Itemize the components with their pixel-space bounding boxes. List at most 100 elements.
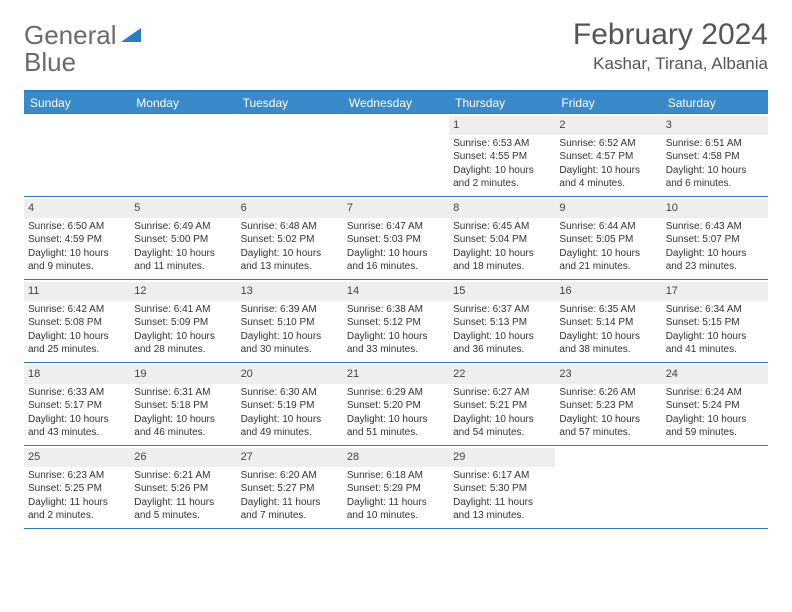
day-detail-line: Sunrise: 6:26 AM [559, 386, 657, 400]
day-detail-line: Sunrise: 6:48 AM [241, 220, 339, 234]
day-detail-line: Daylight: 10 hours [559, 164, 657, 178]
day-detail-line: Daylight: 10 hours [666, 330, 764, 344]
day-cell: 29Sunrise: 6:17 AMSunset: 5:30 PMDayligh… [449, 446, 555, 528]
day-detail-line: and 13 minutes. [241, 260, 339, 274]
date-number: 22 [449, 365, 555, 384]
week-row: 25Sunrise: 6:23 AMSunset: 5:25 PMDayligh… [24, 445, 768, 529]
day-detail-line: Sunrise: 6:20 AM [241, 469, 339, 483]
date-number: 10 [662, 199, 768, 218]
day-cell: 25Sunrise: 6:23 AMSunset: 5:25 PMDayligh… [24, 446, 130, 528]
day-detail-line: Sunrise: 6:29 AM [347, 386, 445, 400]
date-number: 26 [130, 448, 236, 467]
day-detail-line: Sunset: 5:23 PM [559, 399, 657, 413]
day-detail-line: Daylight: 10 hours [28, 247, 126, 261]
day-detail-line: Daylight: 10 hours [559, 413, 657, 427]
day-detail-line: and 23 minutes. [666, 260, 764, 274]
date-number: 9 [555, 199, 661, 218]
day-detail-line: Sunset: 4:59 PM [28, 233, 126, 247]
date-number: 18 [24, 365, 130, 384]
day-cell-empty [237, 114, 343, 196]
day-cell: 22Sunrise: 6:27 AMSunset: 5:21 PMDayligh… [449, 363, 555, 445]
title-block: February 2024 Kashar, Tirana, Albania [573, 18, 768, 74]
date-number: 11 [24, 282, 130, 301]
day-detail-line: Sunset: 5:29 PM [347, 482, 445, 496]
date-number: 4 [24, 199, 130, 218]
day-detail-line: Sunrise: 6:44 AM [559, 220, 657, 234]
day-detail-line: Sunrise: 6:51 AM [666, 137, 764, 151]
day-cell: 11Sunrise: 6:42 AMSunset: 5:08 PMDayligh… [24, 280, 130, 362]
day-detail-line: Sunset: 5:14 PM [559, 316, 657, 330]
day-cell: 28Sunrise: 6:18 AMSunset: 5:29 PMDayligh… [343, 446, 449, 528]
day-detail-line: Sunset: 5:15 PM [666, 316, 764, 330]
day-detail-line: Sunrise: 6:42 AM [28, 303, 126, 317]
day-detail-line: Sunrise: 6:38 AM [347, 303, 445, 317]
day-detail-line: and 10 minutes. [347, 509, 445, 523]
day-detail-line: and 13 minutes. [453, 509, 551, 523]
day-detail-line: and 11 minutes. [134, 260, 232, 274]
day-cell: 23Sunrise: 6:26 AMSunset: 5:23 PMDayligh… [555, 363, 661, 445]
day-detail-line: Sunset: 5:20 PM [347, 399, 445, 413]
day-cell: 17Sunrise: 6:34 AMSunset: 5:15 PMDayligh… [662, 280, 768, 362]
day-cell: 27Sunrise: 6:20 AMSunset: 5:27 PMDayligh… [237, 446, 343, 528]
day-detail-line: Daylight: 10 hours [559, 247, 657, 261]
day-detail-line: Sunrise: 6:21 AM [134, 469, 232, 483]
day-detail-line: Daylight: 10 hours [453, 330, 551, 344]
day-cell: 9Sunrise: 6:44 AMSunset: 5:05 PMDaylight… [555, 197, 661, 279]
day-detail-line: Sunset: 5:26 PM [134, 482, 232, 496]
date-number: 2 [555, 116, 661, 135]
day-cell: 5Sunrise: 6:49 AMSunset: 5:00 PMDaylight… [130, 197, 236, 279]
day-detail-line: Sunset: 4:57 PM [559, 150, 657, 164]
day-detail-line: Daylight: 10 hours [453, 247, 551, 261]
logo-triangle-icon [121, 26, 145, 44]
day-detail-line: Sunset: 5:12 PM [347, 316, 445, 330]
day-detail-line: Daylight: 11 hours [347, 496, 445, 510]
day-detail-line: Sunrise: 6:53 AM [453, 137, 551, 151]
day-detail-line: Sunset: 5:02 PM [241, 233, 339, 247]
day-detail-line: Daylight: 10 hours [666, 164, 764, 178]
day-detail-line: Sunrise: 6:41 AM [134, 303, 232, 317]
day-detail-line: and 2 minutes. [28, 509, 126, 523]
day-detail-line: Daylight: 10 hours [241, 330, 339, 344]
day-cell: 21Sunrise: 6:29 AMSunset: 5:20 PMDayligh… [343, 363, 449, 445]
day-cell: 20Sunrise: 6:30 AMSunset: 5:19 PMDayligh… [237, 363, 343, 445]
date-number: 12 [130, 282, 236, 301]
day-detail-line: Sunset: 5:25 PM [28, 482, 126, 496]
day-detail-line: Sunset: 5:10 PM [241, 316, 339, 330]
day-detail-line: and 9 minutes. [28, 260, 126, 274]
day-detail-line: Daylight: 10 hours [453, 164, 551, 178]
location-text: Kashar, Tirana, Albania [573, 54, 768, 74]
date-number: 5 [130, 199, 236, 218]
date-number: 19 [130, 365, 236, 384]
day-detail-line: and 51 minutes. [347, 426, 445, 440]
day-cell: 4Sunrise: 6:50 AMSunset: 4:59 PMDaylight… [24, 197, 130, 279]
day-detail-line: Daylight: 10 hours [134, 247, 232, 261]
day-cell-empty [130, 114, 236, 196]
calendar: SundayMondayTuesdayWednesdayThursdayFrid… [24, 90, 768, 529]
day-detail-line: Sunset: 5:27 PM [241, 482, 339, 496]
day-detail-line: Sunset: 4:58 PM [666, 150, 764, 164]
day-detail-line: Sunset: 5:30 PM [453, 482, 551, 496]
day-detail-line: Daylight: 11 hours [241, 496, 339, 510]
day-header: Sunday [24, 92, 130, 114]
day-cell: 10Sunrise: 6:43 AMSunset: 5:07 PMDayligh… [662, 197, 768, 279]
day-detail-line: Sunset: 5:04 PM [453, 233, 551, 247]
day-detail-line: Daylight: 11 hours [453, 496, 551, 510]
day-detail-line: Sunrise: 6:27 AM [453, 386, 551, 400]
day-detail-line: Sunset: 4:55 PM [453, 150, 551, 164]
day-detail-line: Sunrise: 6:49 AM [134, 220, 232, 234]
day-detail-line: Sunrise: 6:18 AM [347, 469, 445, 483]
day-detail-line: Daylight: 11 hours [134, 496, 232, 510]
day-detail-line: and 4 minutes. [559, 177, 657, 191]
date-number: 3 [662, 116, 768, 135]
day-detail-line: Sunrise: 6:31 AM [134, 386, 232, 400]
day-header: Saturday [662, 92, 768, 114]
date-number: 17 [662, 282, 768, 301]
day-cell: 3 Sunrise: 6:51 AMSunset: 4:58 PMDaylight… [662, 114, 768, 196]
day-cell: 1Sunrise: 6:53 AMSunset: 4:55 PMDaylight… [449, 114, 555, 196]
day-header: Friday [555, 92, 661, 114]
day-detail-line: Sunrise: 6:43 AM [666, 220, 764, 234]
day-detail-line: Sunset: 5:08 PM [28, 316, 126, 330]
date-number: 7 [343, 199, 449, 218]
day-cell: 15Sunrise: 6:37 AMSunset: 5:13 PMDayligh… [449, 280, 555, 362]
day-cell: 2Sunrise: 6:52 AMSunset: 4:57 PMDaylight… [555, 114, 661, 196]
